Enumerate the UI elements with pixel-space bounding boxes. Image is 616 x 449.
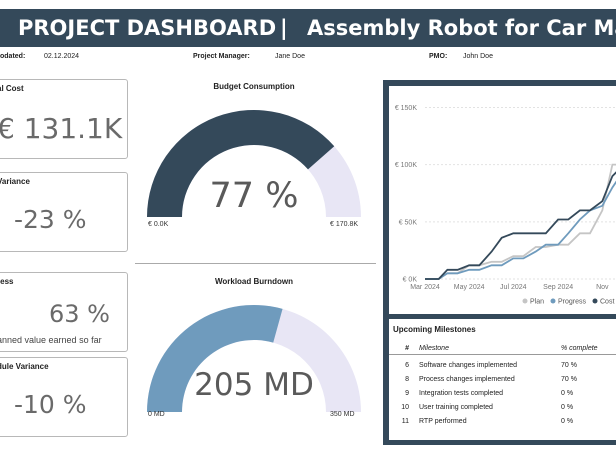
divider [135, 263, 376, 264]
budget-gauge-value: 77 % [209, 176, 299, 216]
milestone-number: 9 [405, 390, 409, 397]
workload-gauge-min: 0 MD [148, 411, 165, 418]
header-number: # [405, 345, 409, 352]
pmo-value: John Doe [463, 53, 493, 60]
budget-gauge-max: € 170.8K [330, 221, 359, 228]
progress-card[interactable]: ress 63 % anned value earned so far [0, 272, 128, 352]
budget-gauge-title: Budget Consumption [213, 82, 295, 91]
milestone-number: 8 [405, 376, 409, 383]
x-tick-label: Nov [596, 284, 609, 291]
workload-gauge-value: 205 MD [194, 367, 314, 403]
budget-gauge-fill [147, 110, 335, 217]
pmo-label: PMO: [429, 53, 448, 60]
milestones-title: Upcoming Milestones [393, 325, 476, 334]
x-tick-label: May 2024 [454, 284, 485, 291]
legend-marker-cost [592, 298, 598, 304]
milestone-number: 11 [401, 418, 409, 425]
legend-label-cost: Cost [600, 299, 614, 306]
title-separator: | [280, 16, 288, 40]
milestone-row[interactable]: 6 Software changes implemented 70 % [389, 359, 616, 373]
milestone-complete: 0 % [561, 404, 574, 411]
workload-gauge [147, 305, 361, 412]
cost-variance-value: -23 % [14, 205, 87, 234]
milestone-row[interactable]: 11 RTP performed 0 % [389, 415, 616, 429]
cost-variance-title: Variance [0, 177, 30, 186]
workload-gauge-max: 350 MD [330, 411, 355, 418]
y-tick-label: € 0K [403, 277, 418, 284]
y-tick-label: € 50K [399, 219, 418, 226]
total-cost-value: € 131.1K [0, 112, 123, 145]
schedule-variance-value: -10 % [14, 390, 87, 419]
updated-value: 02.12.2024 [44, 53, 80, 60]
header-milestone: Milestone [419, 345, 449, 352]
milestone-row[interactable]: 8 Process changes implemented 70 % [389, 373, 616, 387]
milestone-number: 6 [405, 362, 409, 369]
x-tick-label: Mar 2024 [410, 284, 440, 291]
schedule-variance-title: dule Variance [0, 362, 49, 371]
budget-gauge-min: € 0.0K [148, 221, 169, 228]
milestone-name: Software changes implemented [419, 362, 518, 369]
cost-progress-chart-box: € 0K € 50K € 100K € 150K Mar 2024 May 2024 Jul… [389, 86, 616, 314]
legend-marker-plan [522, 298, 528, 304]
milestone-complete: 70 % [561, 362, 577, 369]
milestone-row[interactable]: 10 User training completed 0 % [389, 401, 616, 415]
legend-marker-progress [550, 298, 556, 304]
cost-variance-card[interactable]: Variance -23 % [0, 172, 128, 252]
total-cost-card[interactable]: al Cost € 131.1K [0, 79, 128, 159]
cost-progress-chart: € 0K € 50K € 100K € 150K Mar 2024 May 2024 Jul… [395, 105, 616, 306]
milestone-complete: 0 % [561, 390, 574, 397]
progress-subtitle: anned value earned so far [0, 335, 102, 345]
pm-value: Jane Doe [275, 53, 305, 60]
y-tick-label: € 100K [395, 162, 418, 169]
workload-gauge-title: Workload Burndown [214, 277, 294, 286]
dashboard-banner: PROJECT DASHBOARD | Assembly Robot for C… [0, 9, 616, 47]
milestones-table: Upcoming Milestones # Milestone % comple… [389, 319, 616, 440]
workload-gauge-fill [147, 305, 283, 412]
legend-label-plan: Plan [530, 299, 544, 306]
dashboard-title: PROJECT DASHBOARD [18, 16, 277, 40]
project-name: Assembly Robot for Car Man [307, 16, 616, 40]
x-tick-label: Jul 2024 [500, 284, 527, 291]
milestone-complete: 0 % [561, 418, 574, 425]
budget-gauge [147, 110, 361, 217]
milestone-number: 10 [401, 404, 409, 411]
milestone-name: User training completed [419, 404, 493, 411]
y-tick-label: € 150K [395, 105, 418, 112]
header-complete: % complete [561, 345, 598, 352]
progress-value: 63 % [49, 300, 110, 328]
progress-title: ress [0, 277, 14, 286]
milestone-complete: 70 % [561, 376, 577, 383]
legend-label-progress: Progress [558, 299, 587, 306]
pm-label: Project Manager: [193, 53, 250, 60]
milestone-name: RTP performed [419, 418, 467, 425]
milestone-name: Integration tests completed [419, 390, 504, 397]
milestone-row[interactable]: 9 Integration tests completed 0 % [389, 387, 616, 401]
schedule-variance-card[interactable]: dule Variance -10 % [0, 357, 128, 437]
total-cost-title: al Cost [0, 84, 24, 93]
milestone-name: Process changes implemented [419, 376, 515, 383]
series-line-cost [425, 171, 616, 280]
milestones-header: # Milestone % complete [389, 341, 616, 355]
updated-label: odated: [0, 53, 26, 60]
x-tick-label: Sep 2024 [543, 284, 573, 291]
series-line-progress [425, 180, 616, 280]
